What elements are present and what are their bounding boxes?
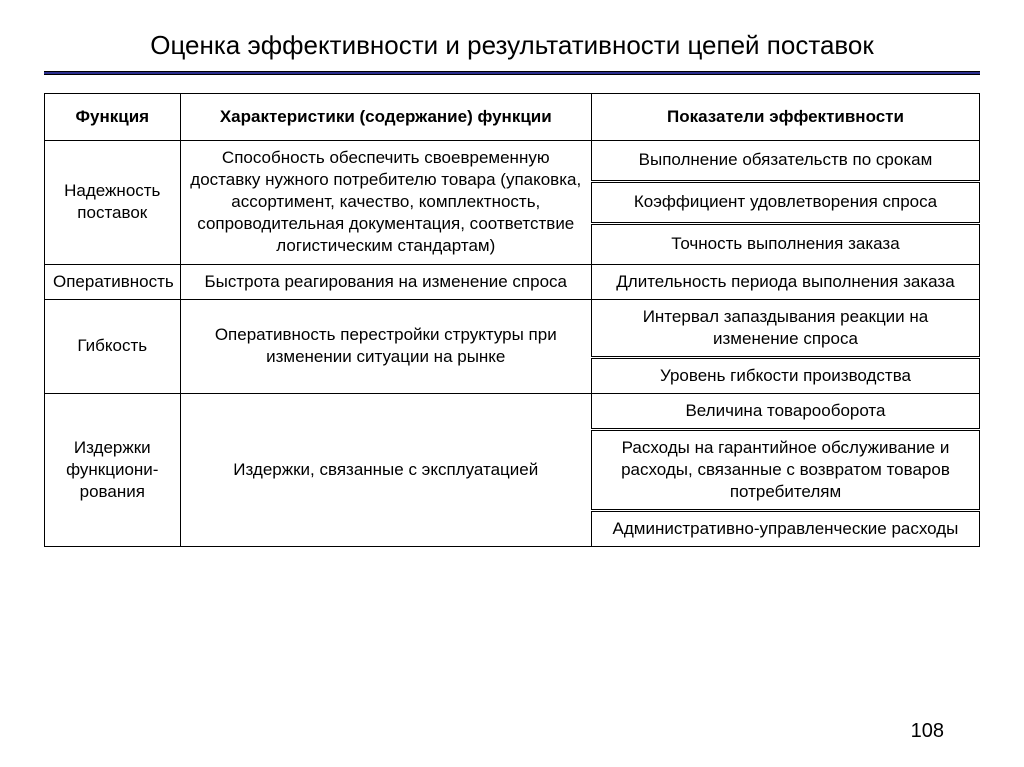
- cell-function: Надежность поставок: [45, 141, 181, 264]
- cell-indicator: Расходы на гарантийное обслуживание и ра…: [591, 430, 979, 511]
- page-title: Оценка эффективности и результативности …: [44, 30, 980, 61]
- table-row: Надежность поставок Способность обеспечи…: [45, 141, 980, 182]
- cell-characteristic: Издержки, связанные с эксплуатацией: [180, 393, 591, 546]
- col-header-function: Функция: [45, 94, 181, 141]
- title-underline: [44, 71, 980, 75]
- table-body: Надежность поставок Способность обеспечи…: [45, 141, 980, 547]
- page-number: 108: [911, 720, 944, 743]
- efficiency-table: Функция Характеристики (содержание) функ…: [44, 93, 980, 547]
- table-row: Оперативность Быстрота реагирования на и…: [45, 264, 980, 299]
- cell-indicator: Интервал запаздывания реакции на изменен…: [591, 299, 979, 357]
- table-row: Гибкость Оперативность перестройки струк…: [45, 299, 980, 357]
- cell-characteristic: Способность обеспечить своевременную дос…: [180, 141, 591, 264]
- cell-function: Оперативность: [45, 264, 181, 299]
- cell-characteristic: Быстрота реагирования на изменение спрос…: [180, 264, 591, 299]
- col-header-characteristics: Характеристики (содержание) функции: [180, 94, 591, 141]
- cell-indicator: Коэффициент удовлетворения спроса: [591, 181, 979, 223]
- cell-indicator: Административно-управленческие расходы: [591, 511, 979, 547]
- table-header-row: Функция Характеристики (содержание) функ…: [45, 94, 980, 141]
- cell-indicator: Величина товарооборота: [591, 393, 979, 429]
- table-row: Издержки функциони-рования Издержки, свя…: [45, 393, 980, 429]
- cell-indicator: Уровень гибкости производства: [591, 357, 979, 393]
- cell-function: Гибкость: [45, 299, 181, 393]
- cell-function: Издержки функциони-рования: [45, 393, 181, 546]
- cell-characteristic: Оперативность перестройки структуры при …: [180, 299, 591, 393]
- cell-indicator: Выполнение обязательств по срокам: [591, 141, 979, 182]
- cell-indicator: Длительность периода выполнения заказа: [591, 264, 979, 299]
- cell-indicator: Точность выполнения заказа: [591, 223, 979, 264]
- col-header-indicators: Показатели эффективности: [591, 94, 979, 141]
